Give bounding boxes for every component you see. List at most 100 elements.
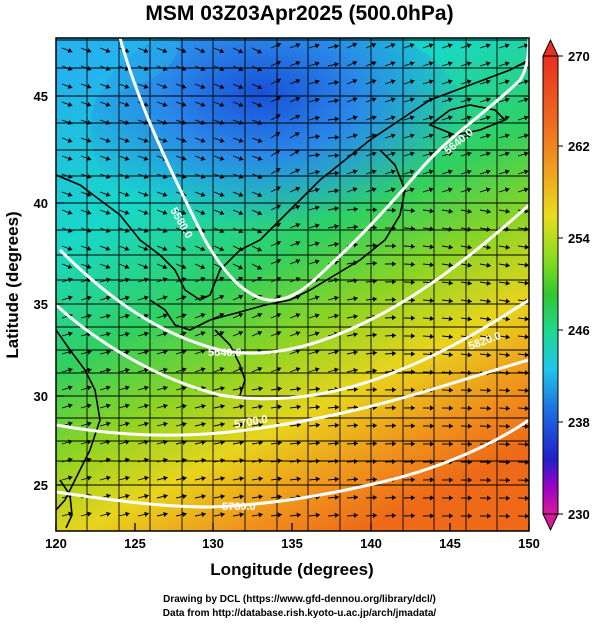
wind-arrow [441,352,453,358]
wind-arrow [156,349,168,355]
wind-arrow [80,349,92,355]
wind-arrow [308,476,320,482]
wind-arrow [213,101,225,107]
wind-arrow [213,294,225,301]
wind-arrow [156,493,168,499]
wind-arrow [80,313,92,319]
wind-arrow [80,421,92,427]
wind-arrow [403,133,415,139]
wind-arrow [517,244,529,250]
wind-arrow [156,47,168,54]
wind-arrow [80,295,92,301]
wind-arrow [422,423,435,429]
wind-arrow [384,97,396,103]
wind-arrow [479,187,491,193]
wind-arrow [99,209,111,215]
wind-arrow [80,83,92,89]
wind-arrow [479,387,492,393]
wind-arrow [289,440,301,446]
wind-arrow [327,349,339,355]
wind-arrow [422,513,435,519]
wind-arrow [289,476,301,482]
wind-arrow [99,385,111,391]
wind-arrow [289,96,301,103]
wind-arrow [118,367,130,373]
wind-arrow [232,312,244,319]
wind-arrow [422,79,434,85]
x-axis: 120 125 130 135 140 145 150 Longitude (d… [45,523,540,579]
wind-arrow [194,403,206,409]
wind-arrow [441,61,453,67]
wind-arrow [308,169,320,175]
wind-arrow [137,475,149,481]
wind-arrow [118,511,130,517]
wind-arrow [289,331,301,337]
wind-arrow [403,351,416,357]
wind-arrow [441,405,454,411]
wind-arrow [403,97,415,103]
wind-arrow [137,263,149,270]
wind-arrow [346,422,359,429]
wind-arrow [251,404,263,410]
colorbar-label: 270 [568,49,590,64]
wind-arrow [175,313,187,319]
wind-arrow [422,405,435,411]
wind-arrow [346,332,358,338]
wind-arrow [61,155,73,161]
wind-arrow [232,476,244,482]
wind-arrow [289,60,301,67]
wind-arrow [156,421,168,427]
wind-arrow [460,495,473,501]
wind-arrow [251,191,263,198]
wind-arrow [137,137,149,143]
wind-arrow [289,168,301,175]
wind-arrow [137,155,149,161]
wind-arrow [498,79,510,85]
wind-arrow [479,133,491,139]
wind-arrow [156,263,168,270]
wind-arrow [308,152,320,158]
wind-arrow [61,295,73,301]
wind-arrow [422,151,434,157]
wind-arrow [175,295,187,301]
wind-arrow [384,387,397,393]
wind-arrow [384,350,397,357]
wind-arrow [384,43,396,49]
wind-arrow [137,295,149,301]
wind-arrow [517,441,529,447]
x-tick-label: 120 [45,536,67,551]
wind-arrow [479,97,491,103]
wind-arrow [175,421,187,427]
wind-arrow [156,101,168,107]
wind-arrow [422,43,434,49]
wind-arrow [99,511,111,517]
x-tick-label: 140 [360,536,382,551]
wind-arrow [365,458,378,465]
wind-arrow [422,262,434,268]
wind-arrow [156,191,168,197]
wind-arrow [441,477,454,483]
wind-arrow [422,297,435,304]
wind-arrow [156,137,168,143]
wind-arrow [175,493,187,500]
wind-arrow [61,209,73,215]
wind-arrow [175,263,187,270]
wind-arrow [441,151,453,157]
wind-arrow [80,137,92,143]
wind-arrow [422,369,435,375]
wind-arrow [232,294,244,301]
x-tick-label: 145 [439,536,461,551]
wind-arrow [327,313,339,319]
wind-arrow [517,262,529,268]
wind-arrow [175,209,187,215]
wind-arrow [384,513,397,519]
wind-arrow [384,115,396,121]
contour-label: 5640.0 [208,347,242,359]
wind-arrow [289,512,301,518]
wind-arrow [498,477,511,483]
wind-arrow [251,245,263,252]
wind-arrow [403,169,415,175]
wind-arrow [384,297,397,303]
wind-arrow [327,206,339,212]
